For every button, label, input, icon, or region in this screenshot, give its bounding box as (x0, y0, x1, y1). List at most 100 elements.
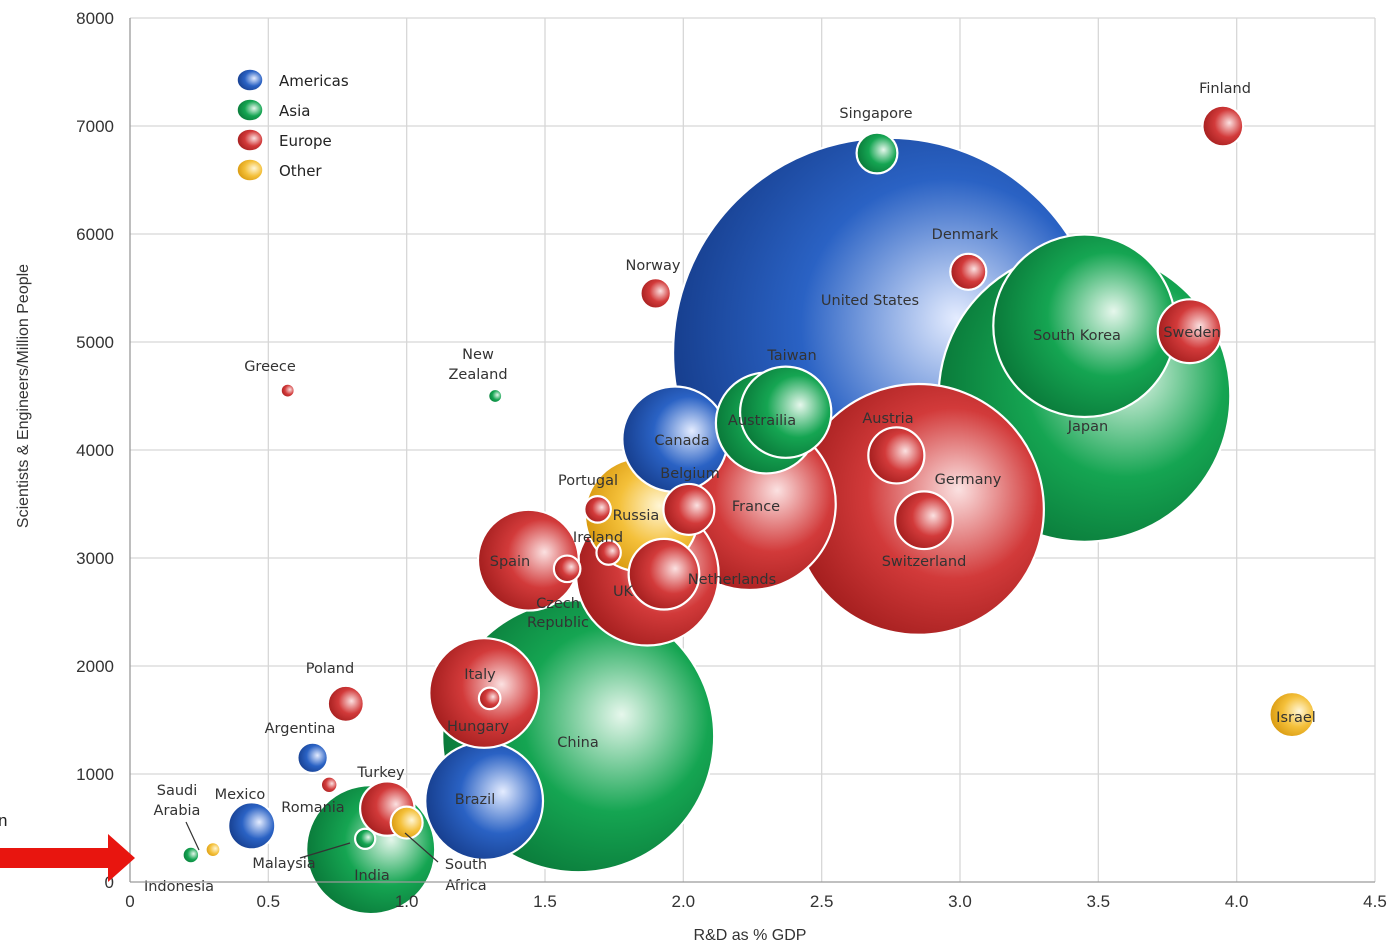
axes: 0 0.5 1.0 1.5 2.0 2.5 3.0 3.5 4.0 4.5 0 1000 2000 300… (15, 9, 1387, 942)
bubble-romania (319, 775, 339, 795)
bubble-taiwan (738, 365, 833, 459)
bubble-label-china: China (557, 735, 598, 751)
bubble-labels: United States Japan China Germany South Kore… (144, 81, 1316, 895)
bubbles (181, 104, 1316, 916)
bubble-switzerland (894, 490, 954, 551)
leader-line (185, 821, 200, 851)
bubble-ireland (595, 539, 622, 566)
y-tick-label: 6000 (76, 225, 114, 244)
y-tick-label: 5000 (76, 333, 114, 352)
bubble-label-germany: Germany (935, 472, 1002, 488)
bubble-label-austrailia: Austrailia (728, 413, 796, 429)
bubble-label-saudi: Saudi (157, 783, 198, 799)
bubble-label-poland: Poland (306, 661, 354, 677)
bubble-label-finland: Finland (1199, 81, 1251, 97)
legend-swatch-asia (236, 98, 264, 122)
bubble-sweden (1156, 298, 1223, 365)
bubble-label-portugal: Portugal (558, 473, 618, 489)
bubble-belgium (662, 482, 716, 536)
bubble-label-israel: Israel (1276, 710, 1316, 726)
bubble-label-italy: Italy (464, 667, 496, 683)
bubble-label-canada: Canada (654, 433, 709, 449)
x-tick-label: 4.5 (1363, 892, 1387, 911)
bubble-finland (1201, 104, 1245, 148)
bubble-indonesia (181, 845, 201, 865)
bubble-label-indonesia: Indonesia (144, 879, 214, 895)
bubble-label-singapore: Singapore (839, 106, 912, 122)
bubble-hungary (477, 686, 502, 711)
bubble-greece (279, 382, 296, 399)
y-tick-label: 8000 (76, 9, 114, 28)
bubble-label-ireland: Ireland (573, 530, 623, 546)
legend-swatch-other (236, 158, 264, 182)
bubble-label-brazil: Brazil (455, 792, 495, 808)
bubble-south-korea (992, 233, 1177, 419)
bubble-label-taiwan: Taiwan (766, 348, 816, 364)
bubble-south-africa (389, 805, 424, 840)
bubble-label-switzerland: Switzerland (882, 554, 967, 570)
bubble-label-austria: Austria (862, 411, 913, 427)
legend-label-americas: Americas (279, 72, 349, 90)
bubble-poland (326, 684, 365, 723)
bubble-label-south-korea: South Korea (1033, 328, 1121, 344)
y-tick-label: 1000 (76, 765, 114, 784)
bubble-label-zealand: Zealand (448, 367, 507, 383)
bubble-label-south: South (445, 857, 487, 873)
bubble-label-turkey: Turkey (356, 765, 405, 781)
x-tick-label: 1.0 (395, 892, 419, 911)
bubble-denmark (949, 252, 988, 291)
legend-label-other: Other (279, 162, 322, 180)
annotation: n (0, 811, 135, 882)
x-tick-label: 1.5 (533, 892, 557, 911)
bubble-label-africa: Africa (445, 878, 486, 894)
bubble-netherlands (627, 537, 701, 611)
x-tick-label: 2.0 (672, 892, 696, 911)
y-tick-label: 4000 (76, 441, 114, 460)
bubble-mexico (227, 801, 277, 851)
legend-swatch-americas (236, 68, 264, 92)
bubble-norway (639, 277, 672, 310)
bubble-label-sweden: Sweden (1163, 325, 1220, 341)
y-axis-title: Scientists & Engineers/Million People (15, 264, 32, 528)
legend-label-asia: Asia (279, 102, 310, 120)
y-tick-label: 0 (105, 873, 114, 892)
edge-text-fragment: n (0, 811, 7, 830)
leader-line (299, 842, 351, 859)
bubble-austria (867, 426, 926, 485)
y-tick-label: 3000 (76, 549, 114, 568)
bubble-label-united-states: United States (821, 293, 919, 309)
bubble-label-argentina: Argentina (265, 721, 336, 737)
bubble-label-norway: Norway (625, 258, 680, 274)
x-tick-label: 3.0 (948, 892, 972, 911)
bubble-label-hungary: Hungary (447, 719, 509, 735)
bubble-czech-republic (552, 554, 582, 584)
bubble-label-greece: Greece (244, 359, 296, 375)
bubble-label-mexico: Mexico (215, 787, 266, 803)
x-tick-label: 0 (125, 892, 134, 911)
y-tick-label: 7000 (76, 117, 114, 136)
bubble-label-czech: Czech (536, 596, 580, 612)
x-tick-label: 4.0 (1225, 892, 1249, 911)
x-axis-title: R&D as % GDP (694, 927, 807, 942)
bubble-portugal (583, 495, 612, 524)
bubble-label-arabia: Arabia (154, 803, 201, 819)
bubble-label-netherlands: Netherlands (688, 572, 776, 588)
bubble-singapore (855, 131, 899, 175)
bubble-spain (476, 508, 580, 612)
leader-line (404, 832, 439, 863)
bubble-label-romania: Romania (281, 800, 344, 816)
bubble-argentina (296, 741, 329, 775)
x-tick-label: 0.5 (257, 892, 281, 911)
bubble-label-denmark: Denmark (932, 227, 999, 243)
bubble-new-zealand (487, 387, 504, 405)
bubble-label-spain: Spain (490, 554, 531, 570)
legend-swatch-europe (236, 128, 264, 152)
bubble-label-russia: Russia (613, 508, 660, 524)
bubble-label-malaysia: Malaysia (252, 856, 315, 872)
x-tick-label: 3.5 (1087, 892, 1111, 911)
x-tick-label: 2.5 (810, 892, 834, 911)
bubble-label-republic: Republic (527, 615, 589, 631)
bubble-israel (1268, 690, 1316, 739)
legend: Americas Asia Europe Other (236, 68, 349, 182)
